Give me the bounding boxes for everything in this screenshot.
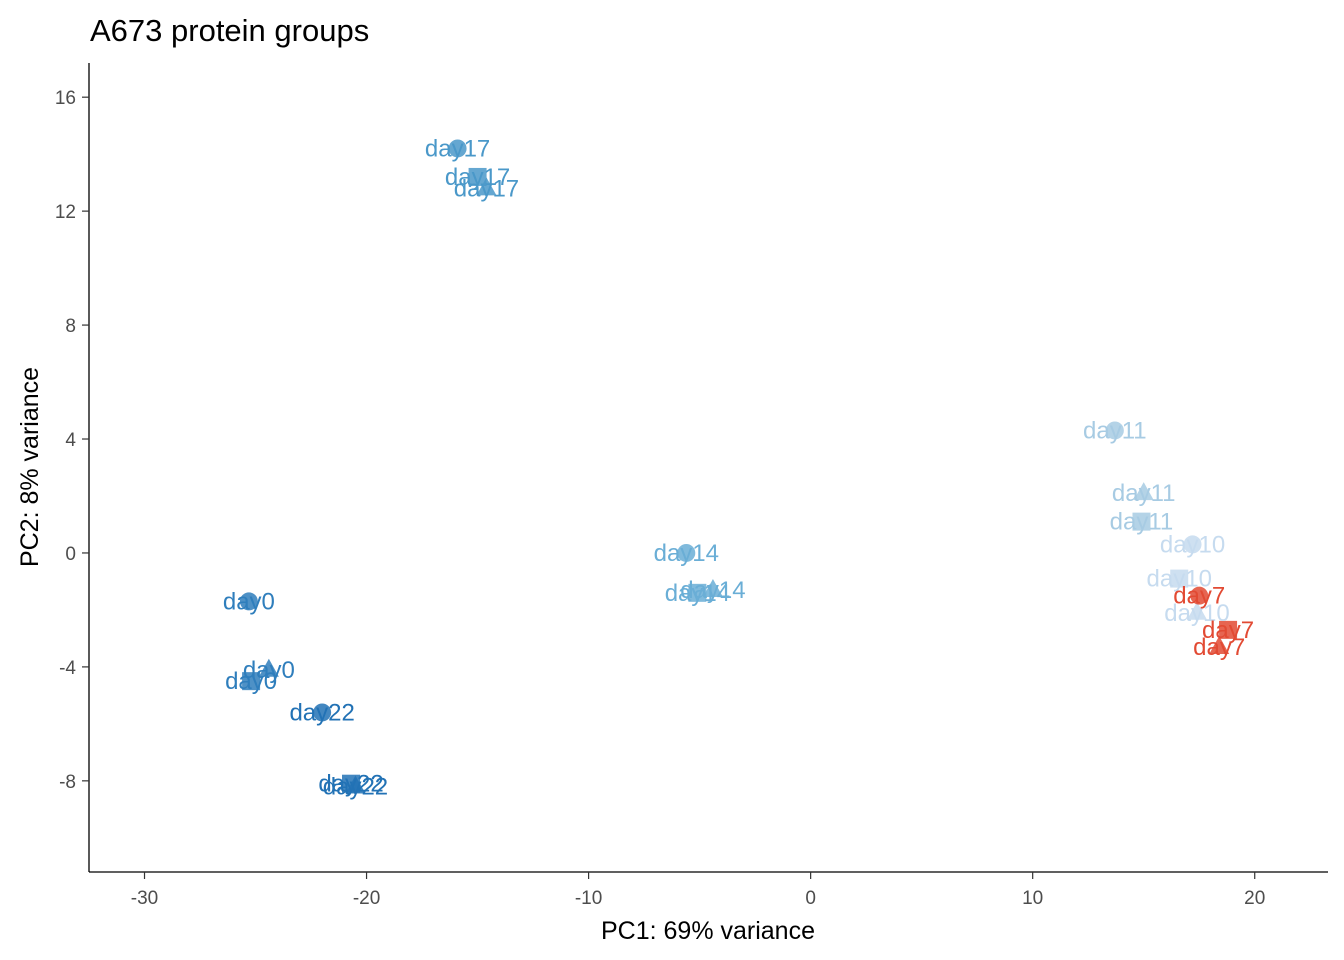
data-point-day14-triangle <box>702 578 723 597</box>
point-label-day11: day11 <box>1112 480 1176 507</box>
point-label-day17: day17 <box>425 135 490 162</box>
data-point-day10-triangle <box>1186 601 1207 620</box>
point-label-day17: day17 <box>445 164 510 191</box>
data-point-day22-circle <box>313 703 332 722</box>
data-point-day7-circle <box>1190 586 1209 605</box>
data-point-day10-square <box>1170 569 1189 588</box>
data-point-day14-circle <box>677 543 696 562</box>
point-labels-layer: day17day17day17day14day14day14day0day0da… <box>223 135 1254 800</box>
data-point-day11-square <box>1132 512 1151 531</box>
chart-title: A673 protein groups <box>90 13 369 48</box>
data-point-day11-circle <box>1105 421 1124 440</box>
point-label-day0: day0 <box>225 668 277 695</box>
data-point-day17-circle <box>448 139 467 158</box>
points-layer <box>239 139 1238 794</box>
x-tick-label: 0 <box>805 888 816 909</box>
point-label-day22: day22 <box>318 771 383 798</box>
point-label-day10: day10 <box>1164 600 1229 627</box>
y-axis-ticks: -8 -4 0 4 8 12 16 <box>55 88 89 793</box>
y-tick-label: 8 <box>65 316 76 337</box>
data-point-day14-square <box>688 583 707 602</box>
point-label-day10: day10 <box>1147 566 1212 593</box>
data-point-day17-triangle <box>476 177 497 196</box>
point-label-day7: day7 <box>1193 634 1245 661</box>
data-point-day0-triangle <box>258 658 279 677</box>
point-label-day0: day0 <box>223 588 275 615</box>
data-point-day17-square <box>468 167 487 186</box>
x-axis-title: PC1: 69% variance <box>601 917 815 945</box>
point-label-day14: day14 <box>680 577 745 604</box>
point-label-day7: day7 <box>1173 583 1225 610</box>
point-label-day10: day10 <box>1160 531 1225 558</box>
x-tick-label: 10 <box>1022 888 1043 909</box>
point-label-day0: day0 <box>243 657 295 684</box>
data-point-day10-circle <box>1183 535 1202 554</box>
point-label-day11: day11 <box>1110 509 1174 536</box>
x-axis-ticks: -30 -20 -10 0 10 20 <box>131 872 1265 909</box>
data-point-day7-triangle <box>1209 635 1230 654</box>
data-point-day0-circle <box>239 592 258 611</box>
point-label-day14: day14 <box>654 540 719 567</box>
data-point-day7-square <box>1219 620 1238 639</box>
point-label-day17: day17 <box>454 175 519 202</box>
y-axis-title: PC2: 8% variance <box>16 367 44 567</box>
y-tick-label: 12 <box>55 202 76 223</box>
point-label-day11: day11 <box>1083 417 1147 444</box>
y-tick-label: -4 <box>59 658 76 679</box>
data-point-day11-triangle <box>1133 482 1154 501</box>
point-label-day22: day22 <box>289 699 354 726</box>
x-tick-label: -10 <box>575 888 602 909</box>
point-label-day14: day14 <box>665 580 730 607</box>
y-tick-label: 0 <box>65 544 76 565</box>
x-tick-label: -20 <box>353 888 380 909</box>
point-label-day7: day7 <box>1202 617 1254 644</box>
data-point-day0-square <box>242 672 261 691</box>
y-tick-label: 16 <box>55 88 76 109</box>
y-tick-label: 4 <box>65 430 76 451</box>
data-point-day22-triangle <box>345 775 366 794</box>
point-label-day22: day22 <box>323 774 388 801</box>
y-tick-label: -8 <box>59 772 76 793</box>
x-tick-label: 20 <box>1244 888 1265 909</box>
x-tick-label: -30 <box>131 888 158 909</box>
